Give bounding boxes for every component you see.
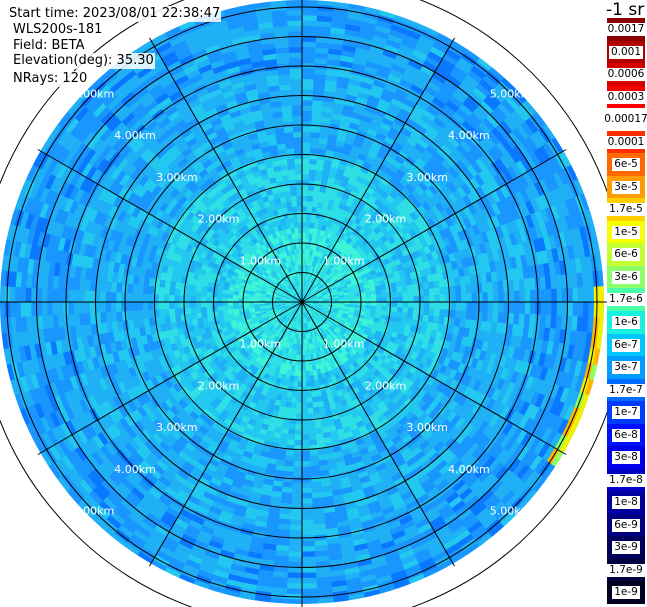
colorbar-swatch: 1.7e-5 [607,198,645,222]
colorbar-label: 0.0006 [605,68,647,82]
range-label: 5.00km [73,505,115,518]
field-text: Field: BETA [12,38,86,54]
colorbar-swatch: 1.7e-6 [607,288,645,312]
colorbar-swatch: 3e-9 [607,536,645,560]
colorbar-label: 1e-5 [612,225,640,239]
range-label: 3.00km [156,171,198,184]
range-labels: 1.00km 1.00km 1.00km 1.00km 2.00km 2.00km 2.00… [73,87,532,517]
colorbar-label: 0.00017 [602,113,647,127]
colorbar-label: 1.7e-5 [607,203,645,217]
range-label: 2.00km [365,213,407,226]
colorbar-swatch: 3e-5 [607,175,645,199]
range-label: 5.00km [490,505,532,518]
colorbar-label: 3e-5 [612,180,640,194]
colorbar-label: 1.7e-8 [607,473,645,487]
colorbar-label: 0.0001 [605,135,647,149]
colorbar-swatch: 0.0001 [605,130,647,154]
colorbar-label: 3e-8 [612,451,640,465]
range-label: 2.00km [198,379,240,392]
colorbar-label: 1e-7 [612,406,640,420]
colorbar-label: 0.0003 [605,90,647,104]
colorbar-swatch: 1e-9 [607,581,645,605]
nrays-text: NRays: 120 [12,71,89,87]
colorbar-swatch: 0.0017 [605,18,647,42]
colorbar-swatch: 0.0003 [605,85,647,109]
colorbar-swatch: 1.7e-8 [607,468,645,492]
start-time-text: Start time: 2023/08/01 22:38:47 [8,6,222,22]
colorbar-swatch: 6e-6 [607,243,645,267]
range-label: 3.00km [156,421,198,434]
azimuth-spoke [37,301,303,455]
azimuth-spoke [301,37,455,303]
colorbar-swatch: 6e-8 [607,423,645,447]
colorbar-swatch: 3e-6 [607,265,645,289]
colorbar-label: 6e-6 [612,248,640,262]
colorbar-label: 1.7e-9 [607,563,645,577]
colorbar-swatch: 6e-7 [607,333,645,357]
range-label: 4.00km [114,463,156,476]
colorbar-swatch: 1e-7 [607,401,645,425]
range-label: 4.00km [448,463,490,476]
colorbar-swatch: 3e-8 [607,446,645,470]
colorbar-swatch: 0.001 [607,40,645,64]
colorbar-label: 0.001 [608,45,644,59]
azimuth-spoke [149,37,303,303]
colorbar-swatch: 1e-6 [607,311,645,335]
colorbar-label: 6e-8 [612,428,640,442]
colorbar-title: -1 sr [606,0,645,20]
range-label: 1.00km [240,338,282,351]
colorbar-label: 1e-8 [612,496,640,510]
colorbar-swatch: 1.7e-9 [607,558,645,582]
range-label: 3.00km [406,171,448,184]
colorbar-swatch: 1.7e-7 [607,378,645,402]
colorbar-label: 6e-7 [612,338,640,352]
azimuth-spoke [301,301,567,455]
colorbar-label: 1.7e-7 [607,383,645,397]
colorbar-swatch: 1e-8 [607,491,645,515]
azimuth-spoke [301,301,455,567]
colorbar-label: 3e-6 [612,270,640,284]
colorbar: 0.0017 0.001 0.0006 0.0003 0.00017 0.0001 6e-5… [602,18,647,605]
range-label: 3.00km [406,421,448,434]
colorbar-label: 3e-7 [612,361,640,375]
colorbar-label: 6e-9 [612,518,640,532]
range-label: 4.00km [448,129,490,142]
range-label: 2.00km [365,379,407,392]
range-label: 1.00km [240,254,282,267]
colorbar-swatch: 0.0006 [605,63,647,87]
colorbar-swatch: 6e-9 [607,513,645,537]
colorbar-swatch: 1e-5 [607,220,645,244]
colorbar-label: 6e-5 [612,158,640,172]
elevation-text: Elevation(deg): 35.30 [12,53,155,69]
range-label: 1.00km [323,338,365,351]
range-label: 5.00km [73,87,115,100]
colorbar-swatch: 0.00017 [602,108,647,132]
azimuth-spokes [0,0,607,607]
colorbar-swatch: 6e-5 [607,153,645,177]
range-label: 2.00km [198,213,240,226]
colorbar-label: 0.0017 [605,23,647,37]
colorbar-label: 3e-9 [612,541,640,555]
range-label: 5.00km [490,87,532,100]
colorbar-label: 1.7e-6 [607,293,645,307]
colorbar-label: 1e-9 [612,586,640,600]
azimuth-spoke [149,301,303,567]
range-label: 4.00km [114,129,156,142]
colorbar-label: 1e-6 [612,316,640,330]
instrument-text: WLS200s-181 [12,22,104,38]
azimuth-spoke [301,149,567,303]
colorbar-swatch: 3e-7 [607,356,645,380]
azimuth-spoke [37,149,303,303]
range-label: 1.00km [323,254,365,267]
